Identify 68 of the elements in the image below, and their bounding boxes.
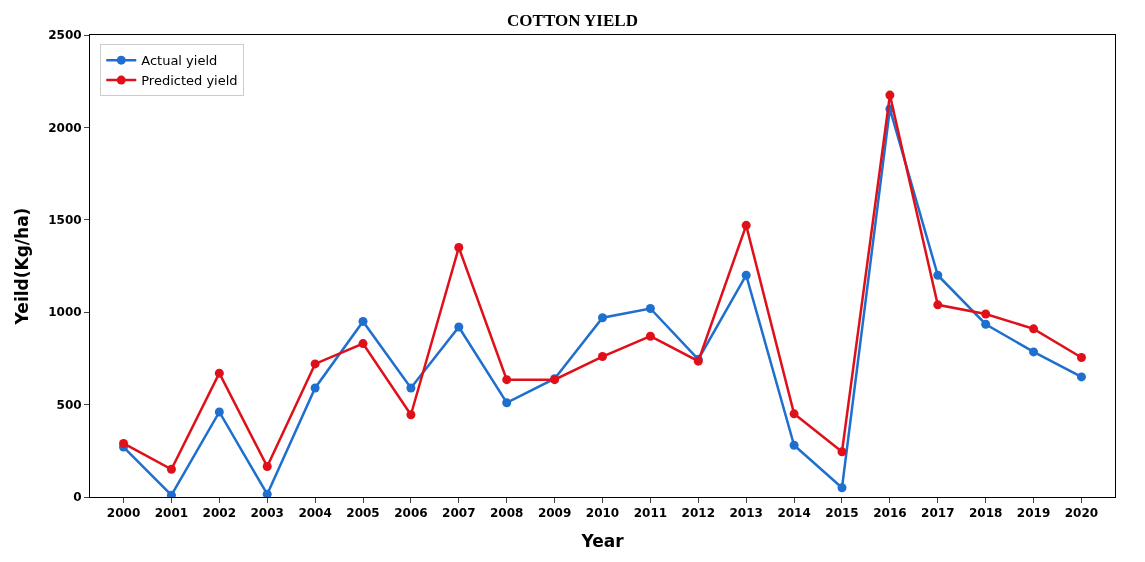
point [981, 309, 991, 319]
y-axis-title: Yeild(Kg/ha) [11, 207, 32, 326]
x-tick-label: 2002 [202, 506, 237, 521]
x-tick-label: 2016 [873, 506, 907, 521]
point [166, 464, 176, 474]
point [310, 383, 320, 393]
legend-label: Actual yield [141, 53, 218, 69]
point [741, 270, 751, 280]
point [789, 440, 799, 450]
point [166, 490, 176, 497]
point [837, 447, 847, 457]
y-tick-label: 0 [73, 490, 82, 505]
x-tick-label: 2009 [537, 506, 572, 521]
x-axis-title: Year [580, 530, 625, 551]
point [598, 313, 607, 323]
point [454, 322, 464, 332]
point [933, 270, 943, 280]
point [358, 339, 368, 349]
point [454, 243, 464, 253]
point [214, 368, 224, 378]
y-tick-label: 1500 [48, 213, 82, 227]
chart-title: COTTON YIELD [507, 10, 638, 30]
point [1076, 372, 1086, 382]
x-tick-label: 2000 [106, 506, 141, 521]
x-tick-label: 2017 [921, 506, 955, 521]
x-tick-label: 2006 [394, 506, 428, 521]
point [262, 489, 272, 497]
x-tick-label: 2007 [442, 506, 476, 521]
point [406, 383, 416, 393]
point [933, 300, 943, 310]
y-tick-label: 2500 [48, 28, 82, 43]
y-tick-label: 2000 [48, 120, 82, 135]
point [1076, 352, 1086, 362]
x-tick-label: 2010 [585, 506, 620, 521]
x-tick-label: 2014 [777, 506, 811, 521]
point [119, 438, 129, 448]
point [741, 220, 751, 230]
x-tick-label: 2012 [681, 506, 715, 521]
x-tick-label: 2015 [825, 506, 859, 521]
point [645, 304, 655, 313]
x-tick-label: 2011 [633, 506, 668, 521]
x-tick-label: 2001 [154, 506, 189, 521]
point [214, 407, 224, 417]
x-tick-label: 2008 [490, 506, 524, 521]
point [598, 352, 607, 362]
x-tick-label: 2004 [298, 506, 332, 521]
point [502, 398, 512, 408]
point [310, 359, 320, 369]
point [502, 375, 512, 385]
point [358, 316, 368, 326]
point [837, 483, 847, 493]
point [789, 409, 799, 419]
y-tick-label: 1000 [48, 305, 82, 320]
y-tick-label: 500 [56, 397, 82, 412]
x-tick-label: 2019 [1016, 506, 1051, 521]
point [1029, 324, 1039, 334]
point [981, 319, 991, 329]
point [1029, 347, 1039, 357]
point [645, 331, 655, 341]
point [406, 410, 416, 420]
point [262, 462, 272, 472]
x-tick-label: 2013 [729, 506, 763, 521]
point [885, 90, 895, 100]
x-tick-label: 2003 [250, 506, 284, 521]
legend-label: Predicted yield [141, 73, 238, 89]
x-tick-label: 2020 [1064, 506, 1099, 521]
x-tick-label: 2005 [346, 506, 380, 521]
x-tick-label: 2018 [968, 506, 1003, 521]
